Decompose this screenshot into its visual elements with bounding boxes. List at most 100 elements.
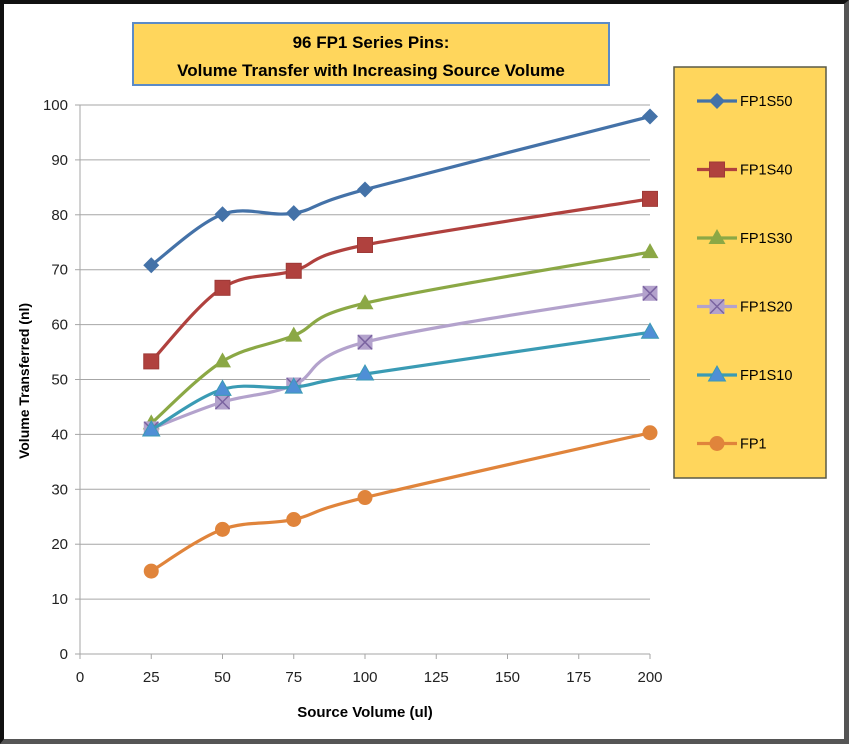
diamond-marker bbox=[143, 257, 160, 274]
x-tick-label: 50 bbox=[214, 669, 231, 686]
data-point bbox=[285, 326, 303, 342]
y-tick-label: 50 bbox=[51, 372, 68, 389]
triangle-marker bbox=[641, 243, 659, 259]
triangle-marker bbox=[707, 364, 727, 382]
legend-item: FP1S50 bbox=[697, 93, 792, 110]
y-tick-label: 60 bbox=[51, 317, 68, 334]
x-mark bbox=[357, 334, 373, 350]
legend-marker bbox=[709, 161, 725, 178]
square-marker bbox=[642, 190, 658, 207]
series-fp1s10 bbox=[141, 322, 660, 437]
legend-label: FP1S50 bbox=[740, 94, 792, 110]
data-point bbox=[143, 563, 159, 579]
x-tick-label: 75 bbox=[285, 669, 302, 686]
series-line bbox=[150, 250, 651, 425]
diamond-marker bbox=[357, 181, 373, 198]
series-fp1s50 bbox=[143, 108, 658, 274]
data-point bbox=[285, 262, 302, 279]
series-fp1 bbox=[143, 425, 658, 579]
square-marker bbox=[214, 279, 231, 296]
legend-item: FP1S30 bbox=[697, 229, 792, 247]
circle-marker bbox=[357, 490, 373, 506]
legend-item: FP1S40 bbox=[697, 161, 792, 179]
title-box bbox=[132, 22, 610, 86]
legend-label: FP1S20 bbox=[740, 300, 792, 316]
x-tick-label: 100 bbox=[352, 669, 377, 686]
y-tick-label: 0 bbox=[60, 646, 68, 663]
y-tick-label: 90 bbox=[51, 152, 68, 169]
x-tick-label: 150 bbox=[495, 669, 520, 686]
x-axis-label: Source Volume (ul) bbox=[297, 704, 433, 721]
diamond-marker bbox=[285, 205, 302, 222]
data-point bbox=[286, 511, 302, 527]
legend: FP1S50 FP1S40 FP1S30 FP1S20 FP1S10 FP1 bbox=[697, 93, 792, 453]
y-tick-label: 80 bbox=[51, 207, 68, 224]
y-tick-label: 10 bbox=[51, 591, 68, 608]
series-line bbox=[150, 197, 651, 363]
data-point bbox=[214, 206, 231, 223]
axes bbox=[75, 104, 651, 659]
y-tick-label: 20 bbox=[51, 536, 68, 553]
legend-item: FP1S20 bbox=[697, 298, 792, 316]
diamond-marker bbox=[214, 206, 231, 223]
legend-marker bbox=[707, 364, 727, 382]
x-tick-label: 125 bbox=[424, 669, 449, 686]
diamond-marker bbox=[709, 93, 725, 109]
y-tick-label: 40 bbox=[51, 426, 68, 443]
chart-title-line-2: Volume Transfer with Increasing Source V… bbox=[177, 61, 565, 80]
data-point bbox=[284, 377, 304, 394]
legend-label: FP1S10 bbox=[740, 368, 792, 384]
x-mark bbox=[709, 298, 725, 315]
data-point bbox=[285, 205, 302, 222]
series-group bbox=[141, 108, 660, 579]
data-point bbox=[357, 181, 373, 198]
x-tick-labels: 0 25 50 75 100 125 150 175 200 bbox=[76, 669, 663, 686]
x-mark bbox=[642, 285, 658, 301]
x-tick-label: 200 bbox=[637, 669, 662, 686]
data-point bbox=[214, 352, 231, 368]
data-point bbox=[642, 108, 658, 125]
y-tick-label: 70 bbox=[51, 262, 68, 279]
triangle-marker bbox=[284, 377, 304, 394]
data-point bbox=[641, 243, 659, 259]
data-point bbox=[642, 190, 658, 207]
data-point bbox=[357, 490, 373, 506]
triangle-marker bbox=[141, 419, 161, 437]
data-point bbox=[640, 322, 660, 339]
y-tick-labels: 0 10 20 30 40 50 60 70 80 90 100 bbox=[43, 97, 68, 663]
legend-box bbox=[673, 66, 827, 479]
data-point bbox=[143, 353, 160, 370]
series-fp1s40 bbox=[143, 190, 658, 370]
triangle-marker bbox=[285, 326, 303, 342]
gridlines bbox=[80, 104, 650, 600]
triangle-marker bbox=[355, 363, 375, 381]
legend-marker bbox=[709, 298, 725, 315]
data-point bbox=[215, 521, 230, 537]
data-point bbox=[214, 394, 231, 410]
circle-marker bbox=[709, 436, 725, 451]
line-chart: 0 10 20 30 40 50 60 70 80 90 100 0 25 50 75 100 125 150 1… bbox=[16, 22, 827, 721]
circle-marker bbox=[642, 425, 658, 441]
data-point bbox=[357, 334, 373, 350]
data-point bbox=[357, 236, 373, 253]
square-marker bbox=[143, 353, 160, 370]
y-tick-label: 100 bbox=[43, 97, 68, 114]
circle-marker bbox=[215, 521, 230, 537]
series-line bbox=[150, 330, 651, 432]
data-point bbox=[355, 363, 375, 381]
legend-item: FP1 bbox=[697, 436, 767, 453]
triangle-marker bbox=[708, 229, 726, 244]
x-mark bbox=[214, 394, 231, 410]
legend-label: FP1 bbox=[740, 437, 767, 453]
legend-item: FP1S10 bbox=[697, 364, 792, 384]
triangle-marker bbox=[213, 379, 232, 396]
data-point bbox=[213, 379, 232, 396]
diamond-marker bbox=[642, 108, 658, 125]
y-tick-label: 30 bbox=[51, 481, 68, 498]
x-tick-label: 175 bbox=[566, 669, 591, 686]
triangle-marker bbox=[214, 352, 231, 368]
x-tick-label: 25 bbox=[143, 669, 160, 686]
chart-title-line-1: 96 FP1 Series Pins: bbox=[293, 33, 450, 52]
x-tick-label: 0 bbox=[76, 669, 84, 686]
